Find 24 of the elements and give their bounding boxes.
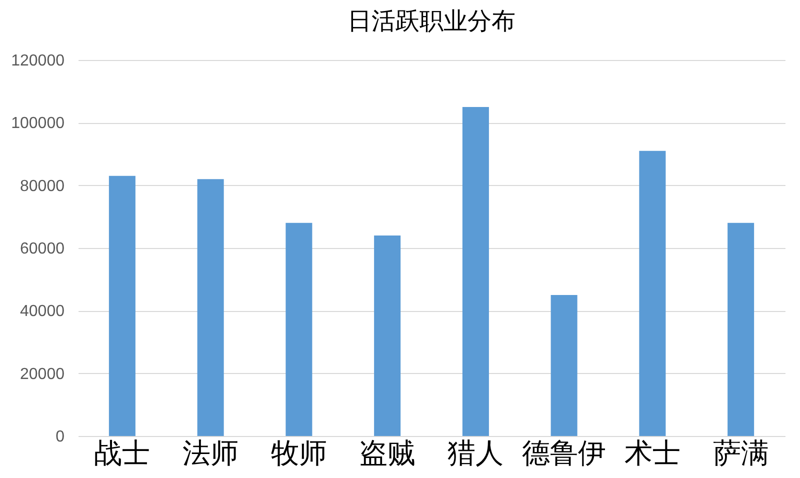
bar (197, 179, 224, 436)
x-tick-label: 术士 (624, 436, 680, 470)
bar (462, 107, 489, 436)
x-tick-label: 萨满 (712, 436, 769, 470)
x-tick-label: 德鲁伊 (522, 436, 606, 470)
y-tick-label: 120000 (11, 52, 65, 70)
y-tick-label: 100000 (11, 115, 65, 132)
y-tick-label: 60000 (20, 240, 65, 258)
x-tick-label: 牧师 (270, 436, 327, 470)
x-tick-label: 盗贼 (359, 436, 416, 470)
x-tick-label: 战士 (94, 436, 150, 470)
y-tick-label: 0 (56, 428, 65, 446)
y-tick-label: 20000 (20, 366, 65, 383)
bar (639, 150, 666, 436)
bar (286, 222, 312, 436)
x-tick-label: 法师 (182, 436, 239, 470)
y-tick-label: 80000 (20, 178, 65, 195)
y-tick-label: 40000 (20, 303, 65, 320)
bar (108, 176, 136, 436)
chart-title: 日活跃职业分布 (348, 7, 516, 35)
x-tick-label: 猎人 (448, 436, 504, 470)
bar (728, 222, 754, 436)
bar (374, 235, 401, 436)
bar (550, 295, 578, 436)
